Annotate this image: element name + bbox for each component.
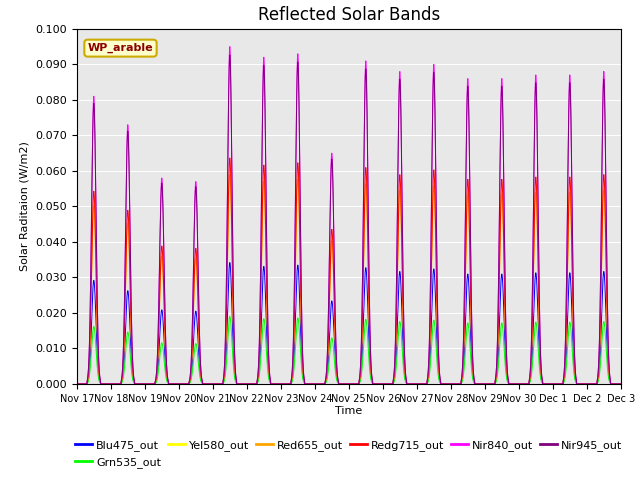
Redg715_out [398, 260, 406, 266]
Nir945_out [186, 377, 193, 383]
Nir840_out [617, 381, 625, 387]
Redg715_out [369, 381, 377, 387]
Line: Redg715_out: Redg715_out [77, 158, 621, 384]
Yel580_out [226, 162, 234, 168]
Nir840_out [498, 77, 506, 83]
Nir945_out [539, 381, 547, 387]
Redg715_out [186, 379, 193, 384]
Nir945_out [498, 84, 506, 90]
Red655_out [498, 192, 506, 198]
Nir945_out [617, 381, 625, 387]
Blu475_out [525, 381, 532, 387]
Blu475_out [398, 316, 406, 322]
Line: Blu475_out: Blu475_out [77, 263, 621, 384]
Nir945_out [226, 52, 234, 58]
Nir840_out [398, 201, 406, 206]
Blu475_out [498, 272, 506, 277]
Yel580_out [186, 379, 193, 384]
Grn535_out [226, 313, 234, 319]
Yel580_out [398, 264, 406, 269]
Red655_out [539, 381, 547, 387]
Redg715_out [73, 381, 81, 387]
Grn535_out [369, 381, 377, 387]
Red655_out [73, 381, 81, 387]
Legend: Blu475_out, Grn535_out, Yel580_out, Red655_out, Redg715_out, Nir840_out, Nir945_: Blu475_out, Grn535_out, Yel580_out, Red6… [71, 436, 627, 472]
Line: Yel580_out: Yel580_out [77, 165, 621, 384]
Yel580_out [617, 381, 625, 387]
Yel580_out [73, 381, 81, 387]
Text: WP_arable: WP_arable [88, 43, 154, 53]
X-axis label: Time: Time [335, 407, 362, 417]
Red655_out [525, 381, 532, 387]
Nir840_out [186, 377, 193, 383]
Yel580_out [539, 381, 547, 387]
Grn535_out [498, 320, 506, 326]
Red655_out [617, 381, 625, 387]
Grn535_out [398, 345, 406, 351]
Grn535_out [186, 380, 193, 386]
Red655_out [369, 381, 377, 387]
Nir840_out [525, 381, 532, 387]
Line: Grn535_out: Grn535_out [77, 316, 621, 384]
Grn535_out [539, 381, 547, 387]
Blu475_out [186, 380, 193, 385]
Line: Nir840_out: Nir840_out [77, 47, 621, 384]
Nir840_out [73, 381, 81, 387]
Y-axis label: Solar Raditaion (W/m2): Solar Raditaion (W/m2) [20, 142, 30, 271]
Blu475_out [369, 381, 377, 387]
Title: Reflected Solar Bands: Reflected Solar Bands [258, 6, 440, 24]
Yel580_out [525, 381, 532, 387]
Nir945_out [73, 381, 81, 387]
Blu475_out [617, 381, 625, 387]
Redg715_out [226, 155, 234, 161]
Yel580_out [369, 381, 377, 387]
Nir945_out [369, 381, 377, 387]
Nir945_out [525, 381, 532, 387]
Line: Nir945_out: Nir945_out [77, 55, 621, 384]
Nir840_out [539, 381, 547, 387]
Blu475_out [226, 260, 234, 265]
Redg715_out [525, 381, 532, 387]
Red655_out [226, 172, 234, 178]
Blu475_out [539, 381, 547, 387]
Nir840_out [226, 44, 234, 49]
Yel580_out [498, 183, 506, 189]
Redg715_out [617, 381, 625, 387]
Redg715_out [498, 178, 506, 183]
Nir840_out [369, 381, 377, 387]
Blu475_out [73, 381, 81, 387]
Grn535_out [525, 381, 532, 387]
Redg715_out [539, 381, 547, 387]
Grn535_out [617, 381, 625, 387]
Red655_out [398, 269, 406, 275]
Red655_out [186, 379, 193, 384]
Grn535_out [73, 381, 81, 387]
Nir945_out [398, 205, 406, 211]
Line: Red655_out: Red655_out [77, 175, 621, 384]
